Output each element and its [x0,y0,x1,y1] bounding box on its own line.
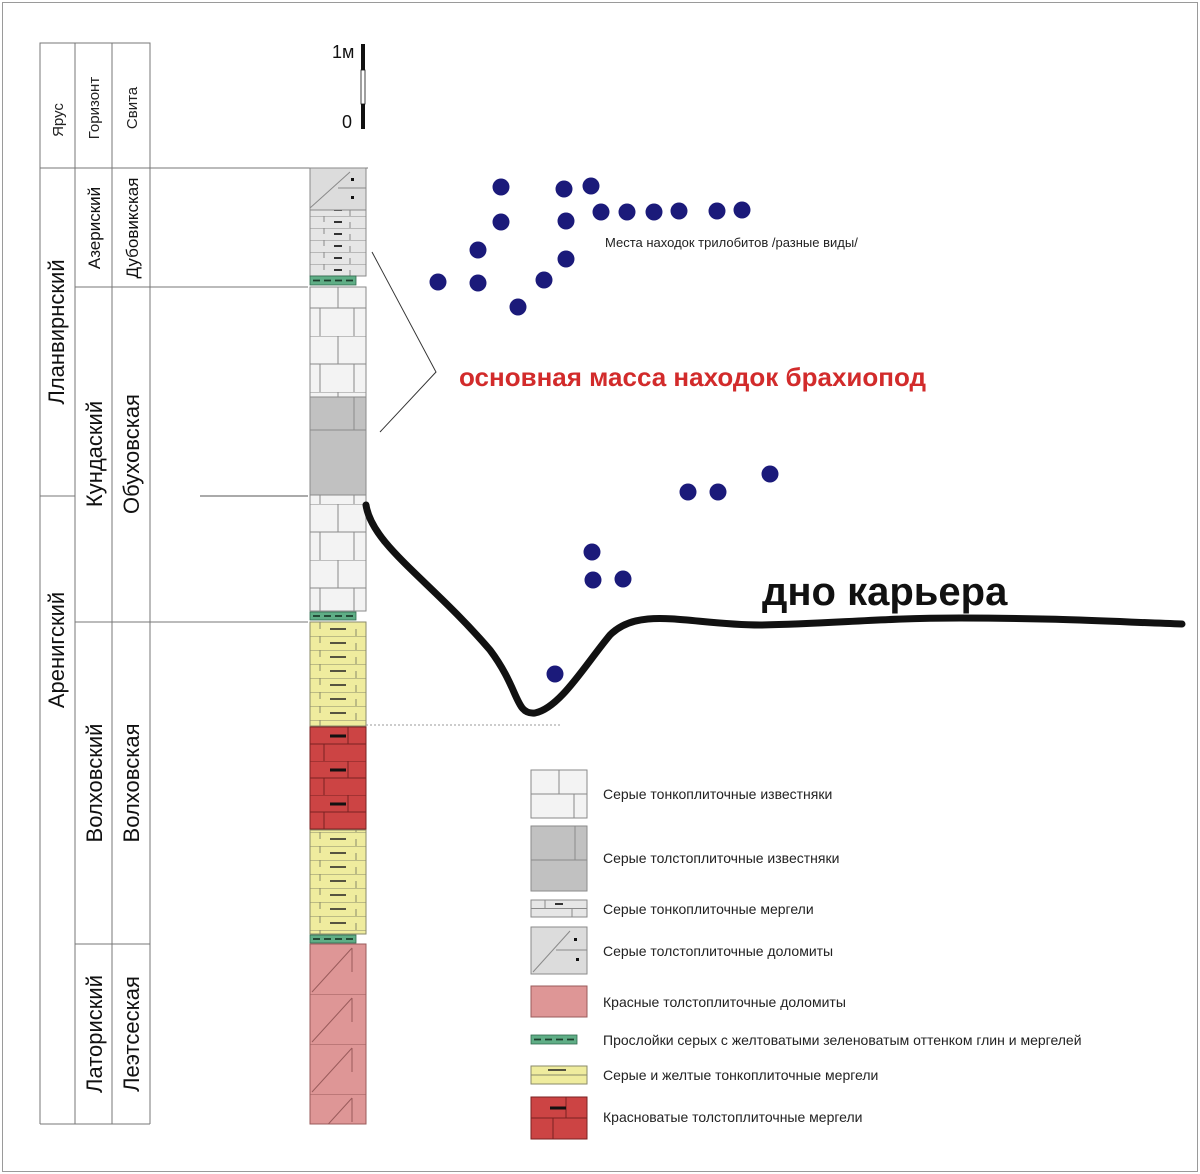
trilobite-find-dot [761,465,779,483]
scale-top-label: 1м [332,42,354,62]
trilobite-find-dot [618,203,636,221]
trilobite-find-dot [670,202,688,220]
layer-grey-dolomite [309,167,367,211]
legend-label: Прослойки серых с желтоватыми зеленоваты… [603,1032,1082,1048]
legend-item-grey-marl: Серые тонкоплиточные мергели [530,899,814,918]
trilobite-find-dot [582,177,600,195]
layer-thin-limestone [309,286,367,398]
suite-volkhov: Волховская [119,724,144,843]
trilobite-find-dot [592,203,610,221]
layer-red-marl [309,726,367,830]
layer-clay-interlayer-2 [309,611,357,621]
suite-column-header: Свита [124,86,141,129]
legend-item-yellow-marl: Серые и желтые тонкоплиточные мергели [530,1065,878,1085]
legend-label: Красные толстоплиточные доломиты [603,994,846,1010]
legend-item-thin-limestone: Серые тонкоплиточные известняки [530,769,832,819]
layer-red-dolomite [309,943,367,1125]
scale-bar: 1м 0 [332,42,366,132]
horizon-volkhov: Волховский [82,724,107,843]
trilobite-find-dot [429,273,447,291]
trilobite-find-dot [555,180,573,198]
legend-label: Серые тонкоплиточные мергели [603,901,814,917]
legend-label: Серые толстоплиточные известняки [603,850,839,866]
trilobite-find-dot [733,201,751,219]
layer-clay-interlayer-3 [309,934,357,944]
stage-column-header: Ярус [50,103,67,137]
layer-grey-marl [309,209,367,277]
trilobite-find-dot [557,212,575,230]
layer-yellow-marl [309,621,367,727]
horizon-azeri: Азериский [85,187,104,269]
quarry-bottom-label: дно карьера [762,570,1008,614]
trilobite-find-dot [645,203,663,221]
legend-item-red-dolomite: Красные толстоплиточные доломиты [530,985,846,1018]
trilobite-find-dot [509,298,527,316]
layer-yellow-marl-2 [309,829,367,935]
scale-bottom-label: 0 [342,112,352,132]
legend-item-grey-dolomite: Серые толстоплиточные доломиты [530,926,833,975]
trilobite-find-dot [614,570,632,588]
trilobite-find-dot [708,202,726,220]
legend-item-clay-interlayer: Прослойки серых с желтоватыми зеленоваты… [530,1032,1082,1048]
lithology-column [309,167,367,1125]
horizon-latorp: Латориский [82,975,107,1093]
suite-obukhov: Обуховская [119,394,144,514]
legend: Серые тонкоплиточные известняки Серые то… [530,769,1082,1140]
layer-thick-limestone [309,396,367,496]
legend-label: Серые толстоплиточные доломиты [603,943,833,959]
trilobite-finds [429,177,779,683]
trilobite-label: Места находок трилобитов /разные виды/ [605,235,858,250]
trilobite-find-dot [492,213,510,231]
trilobite-find-dot [584,571,602,589]
legend-label: Серые и желтые тонкоплиточные мергели [603,1067,878,1083]
suite-dubovik: Дубовикская [123,178,142,279]
layer-thin-limestone-lower [309,494,367,612]
strat-columns [39,167,368,1125]
suite-leetse: Леэтсеская [119,976,144,1092]
trilobite-find-dot [469,241,487,259]
stage-arenig: Аренигский [44,592,69,708]
horizon-kunda: Кундаский [82,401,107,507]
legend-item-thick-limestone: Серые толстоплиточные известняки [530,825,839,892]
trilobite-find-dot [583,543,601,561]
stage-llanvirn: Лланвирнский [44,259,69,404]
layer-clay-interlayer [309,275,357,286]
trilobite-find-dot [557,250,575,268]
trilobite-find-dot [709,483,727,501]
quarry-bottom-curve [362,501,1186,717]
brachiopod-label: основная масса находок брахиопод [459,362,927,392]
horizon-column-header: Горизонт [86,77,103,140]
legend-item-red-marl: Красноватые толстоплиточные мергели [530,1096,862,1140]
trilobite-find-dot [679,483,697,501]
legend-label: Красноватые толстоплиточные мергели [603,1109,862,1125]
trilobite-find-dot [492,178,510,196]
trilobite-find-dot [546,665,564,683]
trilobite-find-dot [469,274,487,292]
header-table: Ярус Горизонт Свита [39,42,151,169]
brachiopod-bracket [371,251,437,433]
trilobite-find-dot [535,271,553,289]
legend-label: Серые тонкоплиточные известняки [603,786,832,802]
